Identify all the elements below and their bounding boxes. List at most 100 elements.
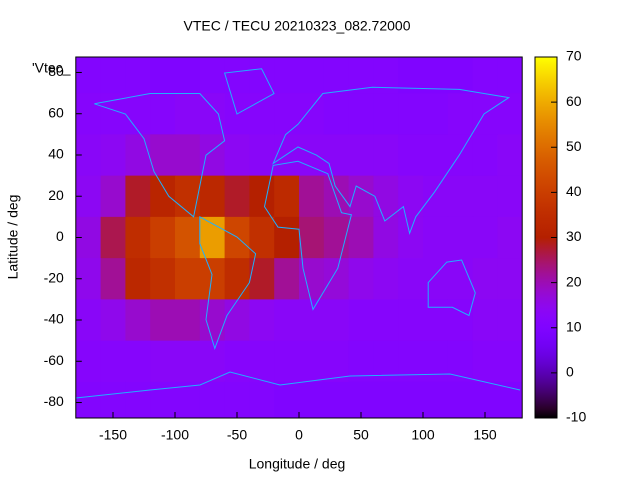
heatmap-cell	[199, 299, 226, 342]
y-tick-label: 40	[48, 146, 64, 162]
heatmap-cell	[497, 216, 523, 259]
heatmap-cell	[299, 340, 325, 383]
heatmap-cell	[224, 381, 250, 418]
heatmap-cell	[299, 175, 325, 218]
heatmap-cell	[323, 299, 350, 342]
coastline	[263, 160, 353, 311]
colorbar-tick-label: 60	[566, 93, 582, 109]
heatmap-cell	[199, 134, 226, 177]
heatmap-cell	[373, 381, 399, 418]
heatmap-cell	[423, 175, 449, 218]
heatmap-cell	[299, 381, 325, 418]
heatmap-cell	[274, 381, 300, 418]
heatmap-cell	[274, 258, 300, 300]
heatmap-cell	[348, 299, 374, 342]
x-tick-label: -50	[227, 427, 247, 443]
heatmap-cell	[199, 258, 226, 300]
heatmap-cell	[299, 134, 325, 177]
heatmap-cell	[398, 258, 424, 300]
coastline	[223, 68, 275, 115]
heatmap-cell	[125, 299, 151, 342]
heatmap-cell	[472, 57, 498, 94]
heatmap-cell	[150, 340, 176, 383]
heatmap-cell	[100, 134, 126, 177]
heatmap-cell	[274, 134, 300, 177]
heatmap-cell	[175, 258, 201, 300]
heatmap-cell	[447, 299, 474, 342]
x-tick-label: -100	[161, 427, 189, 443]
heatmap-cell	[125, 216, 151, 259]
heatmap-cell	[150, 57, 176, 94]
heatmap-cell	[175, 175, 201, 218]
heatmap-cell	[447, 134, 474, 177]
heatmap-cell	[348, 93, 374, 135]
heatmap-cell	[249, 175, 275, 218]
heatmap-cell	[299, 57, 325, 94]
heatmap-cell	[423, 134, 449, 177]
colorbar-tick-label: 10	[566, 318, 582, 334]
heatmap-cell	[423, 381, 449, 418]
heatmap-cell	[447, 258, 474, 300]
x-tick-label: 0	[295, 427, 303, 443]
heatmap-cell	[100, 216, 126, 259]
heatmap-cell	[274, 299, 300, 342]
coastline	[75, 371, 521, 399]
y-tick-label: 20	[48, 187, 64, 203]
key-label: 'Vtec_	[32, 60, 71, 76]
heatmap-cell	[100, 57, 126, 94]
heatmap-cell	[398, 216, 424, 259]
heatmap-cell	[398, 93, 424, 135]
x-tick-label: 50	[353, 427, 369, 443]
x-tick-label: -150	[99, 427, 127, 443]
heatmap-cell	[447, 381, 474, 418]
heatmap-cell	[224, 258, 250, 300]
heatmap-cell	[472, 134, 498, 177]
heatmap-cell	[447, 216, 474, 259]
y-tick-label: 0	[56, 228, 64, 244]
heatmap-cell	[224, 299, 250, 342]
heatmap-cell	[125, 57, 151, 94]
heatmap-cell	[497, 57, 523, 94]
heatmap-cell	[249, 216, 275, 259]
heatmap-cell	[175, 93, 201, 135]
heatmap-cell	[323, 381, 350, 418]
heatmap-cell	[75, 57, 102, 94]
colorbar-tick-label: 50	[566, 138, 582, 154]
heatmap-cell	[274, 57, 300, 94]
y-axis-label: Latitude / deg	[5, 195, 21, 280]
heatmap-cell	[423, 57, 449, 94]
heatmap-cell	[299, 216, 325, 259]
heatmap-cell	[274, 93, 300, 135]
heatmap-cell	[323, 258, 350, 300]
heatmap-cell	[224, 340, 250, 383]
colorbar-tick-label: 70	[566, 48, 582, 64]
heatmap-cell	[497, 340, 523, 383]
y-tick-label: -20	[44, 269, 64, 285]
heatmap-cell	[472, 381, 498, 418]
heatmap-cell	[125, 134, 151, 177]
heatmap-cell	[274, 340, 300, 383]
heatmap-cell	[274, 175, 300, 218]
heatmap-cell	[125, 175, 151, 218]
heatmap-cell	[398, 57, 424, 94]
heatmap-cell	[175, 57, 201, 94]
coastlines	[75, 68, 521, 399]
heatmap-cell	[175, 134, 201, 177]
heatmap-cell	[497, 175, 523, 218]
heatmap-cell	[373, 93, 399, 135]
heatmap-cell	[299, 299, 325, 342]
heatmap-cell	[423, 299, 449, 342]
heatmap-cell	[125, 93, 151, 135]
heatmap-cell	[100, 258, 126, 300]
heatmap-cell	[150, 258, 176, 300]
heatmap-cell	[348, 134, 374, 177]
heatmap-cell	[447, 57, 474, 94]
heatmap-cell	[175, 299, 201, 342]
heatmap-cell	[497, 299, 523, 342]
heatmap-cell	[224, 134, 250, 177]
heatmap-cell	[472, 299, 498, 342]
heatmap-cell	[497, 258, 523, 300]
colorbar-tick-label: 0	[566, 364, 574, 380]
heatmap-cell	[472, 93, 498, 135]
